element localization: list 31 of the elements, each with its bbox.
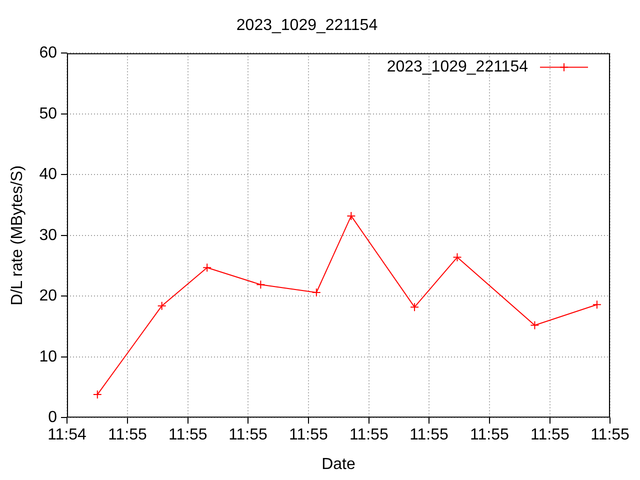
y-tick-label: 60 — [39, 44, 58, 62]
point — [202, 263, 212, 272]
x-tick-label: 11:55 — [228, 426, 268, 444]
legend-label: 2023_1029_221154 — [386, 58, 528, 76]
x-tick-label: 11:55 — [410, 426, 449, 444]
point — [346, 211, 356, 220]
y-tick-label: 50 — [39, 105, 58, 122]
point — [452, 252, 462, 262]
x-tick-label: 11:55 — [349, 426, 388, 444]
x-tick-label: 11:55 — [108, 426, 147, 444]
x-tick-label: 11:55 — [470, 426, 509, 444]
x-tick-label: 11:55 — [530, 426, 570, 444]
x-axis-title: Date — [322, 456, 356, 473]
point — [530, 320, 540, 330]
y-tick-label: 10 — [39, 348, 58, 366]
y-axis-title: D/L rate (MBytes/S) — [9, 165, 26, 306]
x-tick-label: 11:55 — [289, 426, 328, 444]
y-tick-label: 40 — [39, 166, 58, 184]
point — [92, 390, 102, 400]
point — [157, 301, 166, 310]
point — [592, 300, 602, 310]
x-tick-label: 11:55 — [590, 426, 630, 444]
y-tick-label: 0 — [48, 409, 58, 426]
point — [312, 288, 321, 297]
x-tick-label: 11:54 — [48, 426, 87, 444]
point — [410, 302, 420, 312]
x-tick-label: 11:55 — [168, 426, 208, 444]
y-tick-label: 30 — [39, 226, 58, 244]
point — [256, 280, 266, 290]
chart-title: 2023_1029_221154 — [236, 17, 378, 34]
y-tick-label: 20 — [39, 288, 58, 305]
